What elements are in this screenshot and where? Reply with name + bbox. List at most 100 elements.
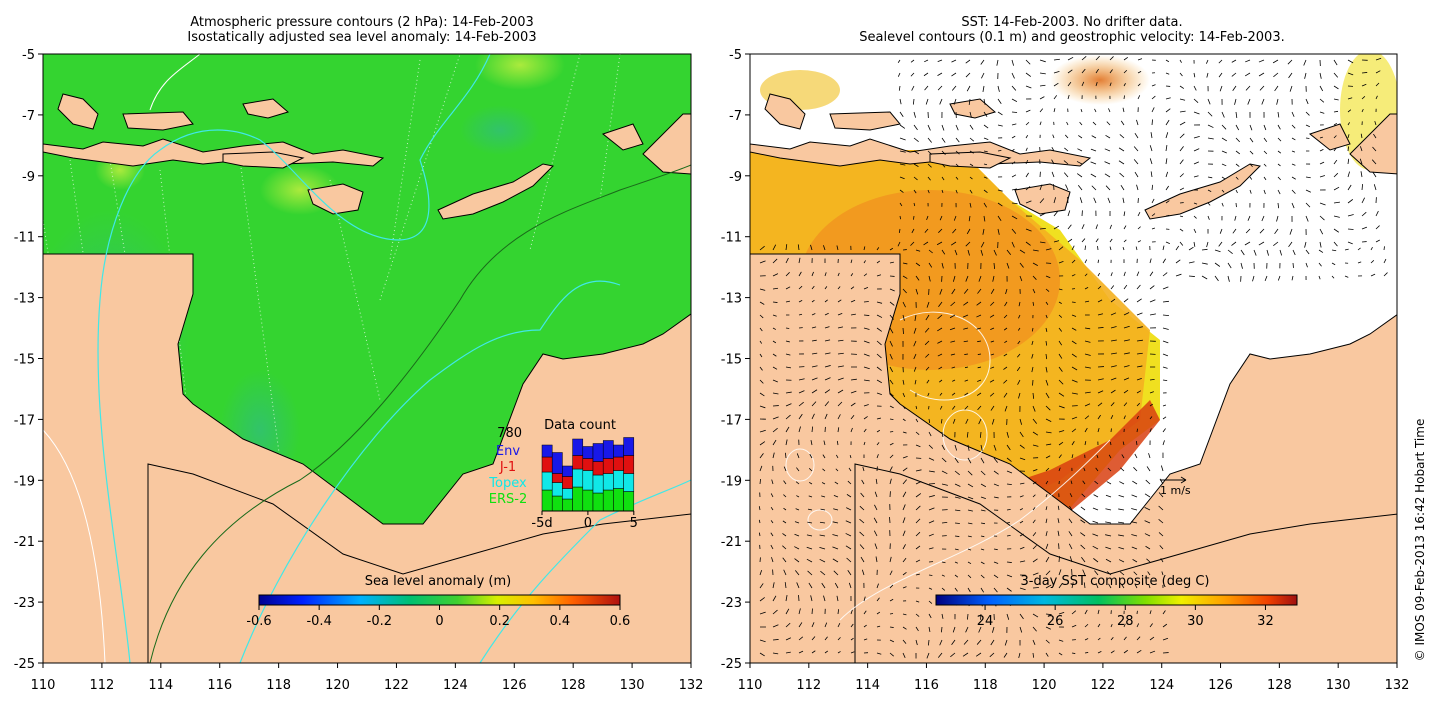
velocity-vector: [915, 418, 919, 423]
sla-colorbar-ticks: -0.6 -0.4 -0.2 0 0.2 0.4 0.6: [246, 605, 630, 629]
left-lat-label: -25: [14, 657, 35, 672]
velocity-vector: [1076, 173, 1083, 178]
velocity-vector: [913, 163, 919, 167]
velocity-vector: [794, 558, 800, 563]
velocity-vector: [928, 457, 935, 461]
velocity-vector: [1094, 108, 1097, 113]
velocity-vector: [823, 440, 826, 446]
velocity-vector: [1091, 185, 1097, 191]
velocity-vector: [1083, 467, 1086, 472]
velocity-vector: [1032, 639, 1036, 645]
velocity-vector: [1058, 246, 1064, 251]
velocity-vector: [1207, 98, 1211, 105]
velocity-vector: [1245, 59, 1251, 63]
velocity-vector: [798, 271, 802, 277]
velocity-vector: [941, 613, 944, 619]
velocity-vector: [1084, 366, 1091, 369]
velocity-vector: [832, 546, 839, 550]
velocity-vector: [863, 273, 868, 277]
velocity-vector: [798, 426, 801, 433]
velocity-vector: [993, 496, 999, 499]
velocity-vector: [1245, 228, 1251, 234]
velocity-vector: [1068, 518, 1073, 524]
velocity-vector: [928, 587, 933, 590]
velocity-vector: [1272, 59, 1279, 64]
velocity-vector: [1193, 111, 1200, 115]
velocity-vector: [1006, 444, 1011, 451]
velocity-vector: [759, 597, 765, 602]
velocity-vector: [1109, 56, 1114, 61]
velocity-vector: [1214, 275, 1219, 282]
velocity-vector: [1071, 416, 1078, 420]
velocity-vector: [1032, 431, 1039, 436]
velocity-vector: [1227, 275, 1230, 282]
velocity-vector: [1333, 215, 1340, 218]
velocity-vector: [990, 353, 995, 356]
velocity-vector: [1053, 58, 1060, 61]
left-lon-label: 130: [620, 678, 645, 693]
velocity-vector: [1134, 453, 1138, 459]
velocity-vector: [899, 176, 905, 180]
count-bar-topex: [572, 468, 584, 488]
velocity-vector: [969, 137, 975, 142]
velocity-vector: [955, 176, 959, 180]
velocity-vector: [1109, 441, 1112, 446]
velocity-vector: [849, 455, 852, 459]
velocity-vector: [1249, 189, 1252, 194]
velocity-vector: [1291, 176, 1296, 180]
velocity-vector: [1039, 184, 1043, 191]
velocity-vector: [1081, 556, 1086, 563]
velocity-vector: [1263, 124, 1267, 131]
velocity-vector: [941, 444, 945, 450]
velocity-vector: [913, 150, 920, 155]
velocity-vector: [824, 312, 829, 316]
sst-tick-label: 24: [977, 614, 994, 629]
velocity-vector: [1361, 83, 1367, 87]
velocity-vector: [1095, 224, 1098, 230]
velocity-vector: [951, 366, 956, 369]
left-lon-label: 120: [325, 678, 350, 693]
velocity-vector: [983, 176, 988, 179]
velocity-vector: [1071, 353, 1077, 358]
velocity-vector: [1123, 57, 1129, 61]
count-bar-ers2: [613, 488, 624, 512]
velocity-vector: [1131, 534, 1138, 537]
velocity-vector: [978, 275, 982, 282]
velocity-vector: [759, 453, 764, 459]
velocity-vector: [1011, 59, 1014, 66]
velocity-vector: [1084, 300, 1090, 303]
left-lon-label: 122: [384, 678, 409, 693]
velocity-vector: [863, 624, 867, 628]
velocity-vector: [889, 652, 894, 657]
velocity-vector: [874, 491, 878, 498]
count-bar-ers2: [602, 489, 614, 512]
velocity-vector: [950, 353, 956, 356]
velocity-vector: [899, 111, 904, 117]
velocity-vector: [915, 505, 921, 511]
velocity-vector: [976, 327, 982, 330]
velocity-vector: [1104, 148, 1111, 152]
velocity-vector: [913, 353, 917, 360]
velocity-vector: [1201, 275, 1208, 280]
velocity-vector: [824, 339, 831, 342]
left-lat-label: -11: [14, 231, 35, 246]
velocity-vector: [889, 556, 892, 563]
velocity-vector: [938, 228, 943, 233]
velocity-vector: [798, 401, 804, 407]
right-lon-label: 116: [914, 678, 939, 693]
velocity-vector: [983, 98, 986, 105]
velocity-vector: [1108, 108, 1111, 113]
count-bar-topex: [602, 473, 614, 491]
velocity-vector: [1081, 238, 1086, 243]
velocity-vector: [954, 496, 961, 499]
velocity-vector: [850, 259, 853, 264]
left-map-panel: [43, 54, 691, 663]
velocity-vector: [1333, 122, 1338, 126]
velocity-vector: [966, 85, 971, 92]
velocity-vector: [1045, 288, 1050, 292]
velocity-vector: [836, 440, 839, 446]
velocity-vector: [1319, 149, 1324, 152]
velocity-vector: [759, 429, 766, 433]
velocity-vector: [1133, 467, 1138, 472]
velocity-vector: [1375, 210, 1379, 217]
